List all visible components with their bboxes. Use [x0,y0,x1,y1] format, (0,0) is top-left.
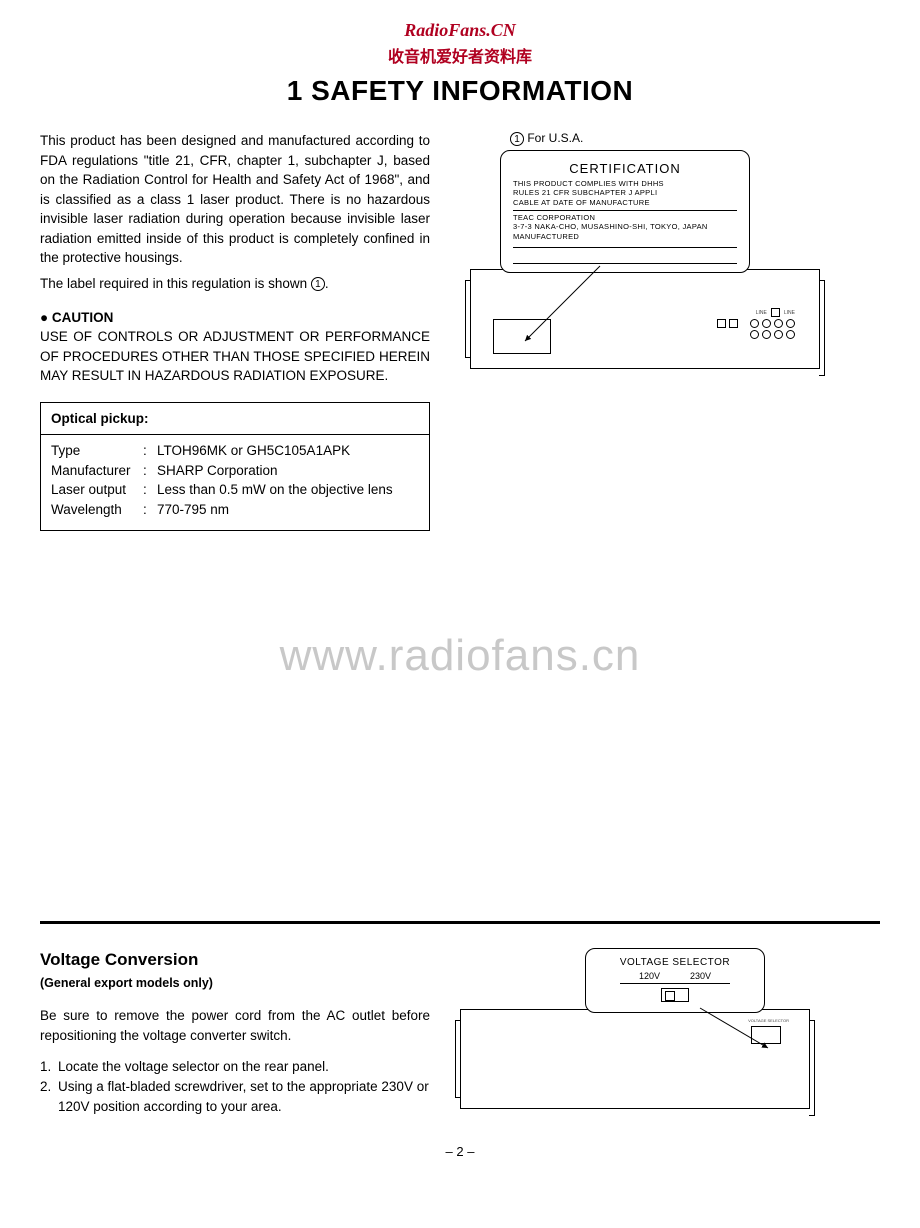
device-label-area [493,319,551,354]
voltage-left: Voltage Conversion (General export model… [40,948,430,1117]
optical-value: SHARP Corporation [157,461,278,481]
optical-colon: : [143,441,157,461]
optical-value: 770-795 nm [157,500,229,520]
device-rear-panel: LINE LINE [470,269,820,369]
cert-sep-bot [513,247,737,248]
jack-icon [762,319,771,328]
for-usa-text: For U.S.A. [524,131,583,145]
step-text: Using a flat-bladed screwdriver, set to … [58,1077,430,1116]
device-left-edge [465,280,471,358]
voltage-step-2: 2. Using a flat-bladed screwdriver, set … [40,1077,430,1116]
voltage-labels: 120V 230V [620,971,730,984]
section-title: 1 SAFETY INFORMATION [40,75,880,107]
jack-sq-icon [717,319,726,328]
cert-line-5: 3-7-3 NAKA-CHO, MUSASHINO-SHI, TOKYO, JA… [513,222,737,231]
jack-icon [786,330,795,339]
optical-colon: : [143,461,157,481]
page-number: – 2 – [40,1144,880,1159]
voltage-steps: 1. Locate the voltage selector on the re… [40,1057,430,1116]
jack-icon [750,319,759,328]
cert-line-6: MANUFACTURED [513,232,737,241]
jack-icon [774,330,783,339]
cert-line-1: THIS PRODUCT COMPLIES WITH DHHS [513,179,737,188]
voltage-p1: Be sure to remove the power cord from th… [40,1006,430,1045]
jack-sq-icon [729,319,738,328]
step-number: 2. [40,1077,58,1116]
voltage-right: VOLTAGE SELECTOR 120V 230V VOLTAGE SELEC… [470,948,880,1117]
optical-label: Wavelength [51,500,143,520]
intro-p2-a: The label required in this regulation is… [40,276,311,291]
optical-row-type: Type : LTOH96MK or GH5C105A1APK [51,441,419,461]
optical-body: Type : LTOH96MK or GH5C105A1APK Manufact… [41,435,429,529]
watermark: www.radiofans.cn [40,631,880,681]
device-left-edge [455,1020,461,1098]
certification-box: CERTIFICATION THIS PRODUCT COMPLIES WITH… [500,150,750,273]
voltage-figure: VOLTAGE SELECTOR 120V 230V VOLTAGE SELEC… [470,948,880,1109]
device-rear-panel-2: VOLTAGE SELECTOR [460,1009,810,1109]
jack-label-line2: LINE [784,310,795,316]
cert-sep-top [513,210,737,211]
page: RadioFans.CN 收音机爱好者资料库 1 SAFETY INFORMAT… [0,0,920,1189]
optical-row-wavelength: Wavelength : 770-795 nm [51,500,419,520]
cert-line-4: TEAC CORPORATION [513,213,737,222]
intro-p2-b: . [325,276,329,291]
optical-colon: : [143,500,157,520]
voltage-heading: Voltage Conversion [40,948,430,973]
cert-title: CERTIFICATION [513,161,737,176]
left-column: This product has been designed and manuf… [40,131,430,531]
intro-paragraph-1: This product has been designed and manuf… [40,131,430,268]
caution-heading: CAUTION [40,308,430,328]
voltage-selector-title: VOLTAGE SELECTOR [596,957,754,968]
bottom-two-col: Voltage Conversion (General export model… [40,948,880,1117]
circled-1-fig: 1 [510,132,524,146]
cert-underline [513,252,737,264]
right-column: 1 For U.S.A. CERTIFICATION THIS PRODUCT … [470,131,880,531]
jack-sq-icon [771,308,780,317]
device-right-edge [809,1020,815,1116]
figure-1-label: 1 For U.S.A. [510,131,880,146]
optical-value: LTOH96MK or GH5C105A1APK [157,441,350,461]
voltage-230v: 230V [690,971,711,981]
optical-row-laser: Laser output : Less than 0.5 mW on the o… [51,480,419,500]
cert-line-2: RULES 21 CFR SUBCHAPTER J APPLI [513,188,737,197]
optical-label: Manufacturer [51,461,143,481]
divider-rule [40,921,880,924]
step-text: Locate the voltage selector on the rear … [58,1057,329,1077]
optical-label: Laser output [51,480,143,500]
optical-label: Type [51,441,143,461]
voltage-selector-box: VOLTAGE SELECTOR 120V 230V [585,948,765,1013]
brand-line2: 收音机爱好者资料库 [40,43,880,67]
device2-label: VOLTAGE SELECTOR [748,1018,789,1023]
top-two-col: This product has been designed and manuf… [40,131,880,531]
optical-header: Optical pickup: [41,403,429,436]
voltage-switch-icon [661,988,689,1002]
caution-body: USE OF CONTROLS OR ADJUSTMENT OR PERFORM… [40,327,430,386]
optical-colon: : [143,480,157,500]
jack-icon [762,330,771,339]
header-brand: RadioFans.CN 收音机爱好者资料库 [40,20,880,67]
optical-pickup-box: Optical pickup: Type : LTOH96MK or GH5C1… [40,402,430,531]
figure-1: 1 For U.S.A. CERTIFICATION THIS PRODUCT … [470,131,880,369]
jack-label-line1: LINE [756,310,767,316]
voltage-step-1: 1. Locate the voltage selector on the re… [40,1057,430,1077]
step-number: 1. [40,1057,58,1077]
device-right-edge [819,280,825,376]
jack-icon [750,330,759,339]
device2-selector-icon [751,1026,781,1044]
optical-value: Less than 0.5 mW on the objective lens [157,480,393,500]
circled-1-inline: 1 [311,277,325,291]
device-jacks: LINE LINE [675,308,795,348]
cert-line-3: CABLE AT DATE OF MANUFACTURE [513,198,737,207]
jack-icon [786,319,795,328]
voltage-subheading: (General export models only) [40,974,430,992]
voltage-120v: 120V [639,971,660,981]
optical-row-manufacturer: Manufacturer : SHARP Corporation [51,461,419,481]
jack-icon [774,319,783,328]
brand-line1: RadioFans.CN [40,20,880,41]
intro-paragraph-2: The label required in this regulation is… [40,274,430,294]
